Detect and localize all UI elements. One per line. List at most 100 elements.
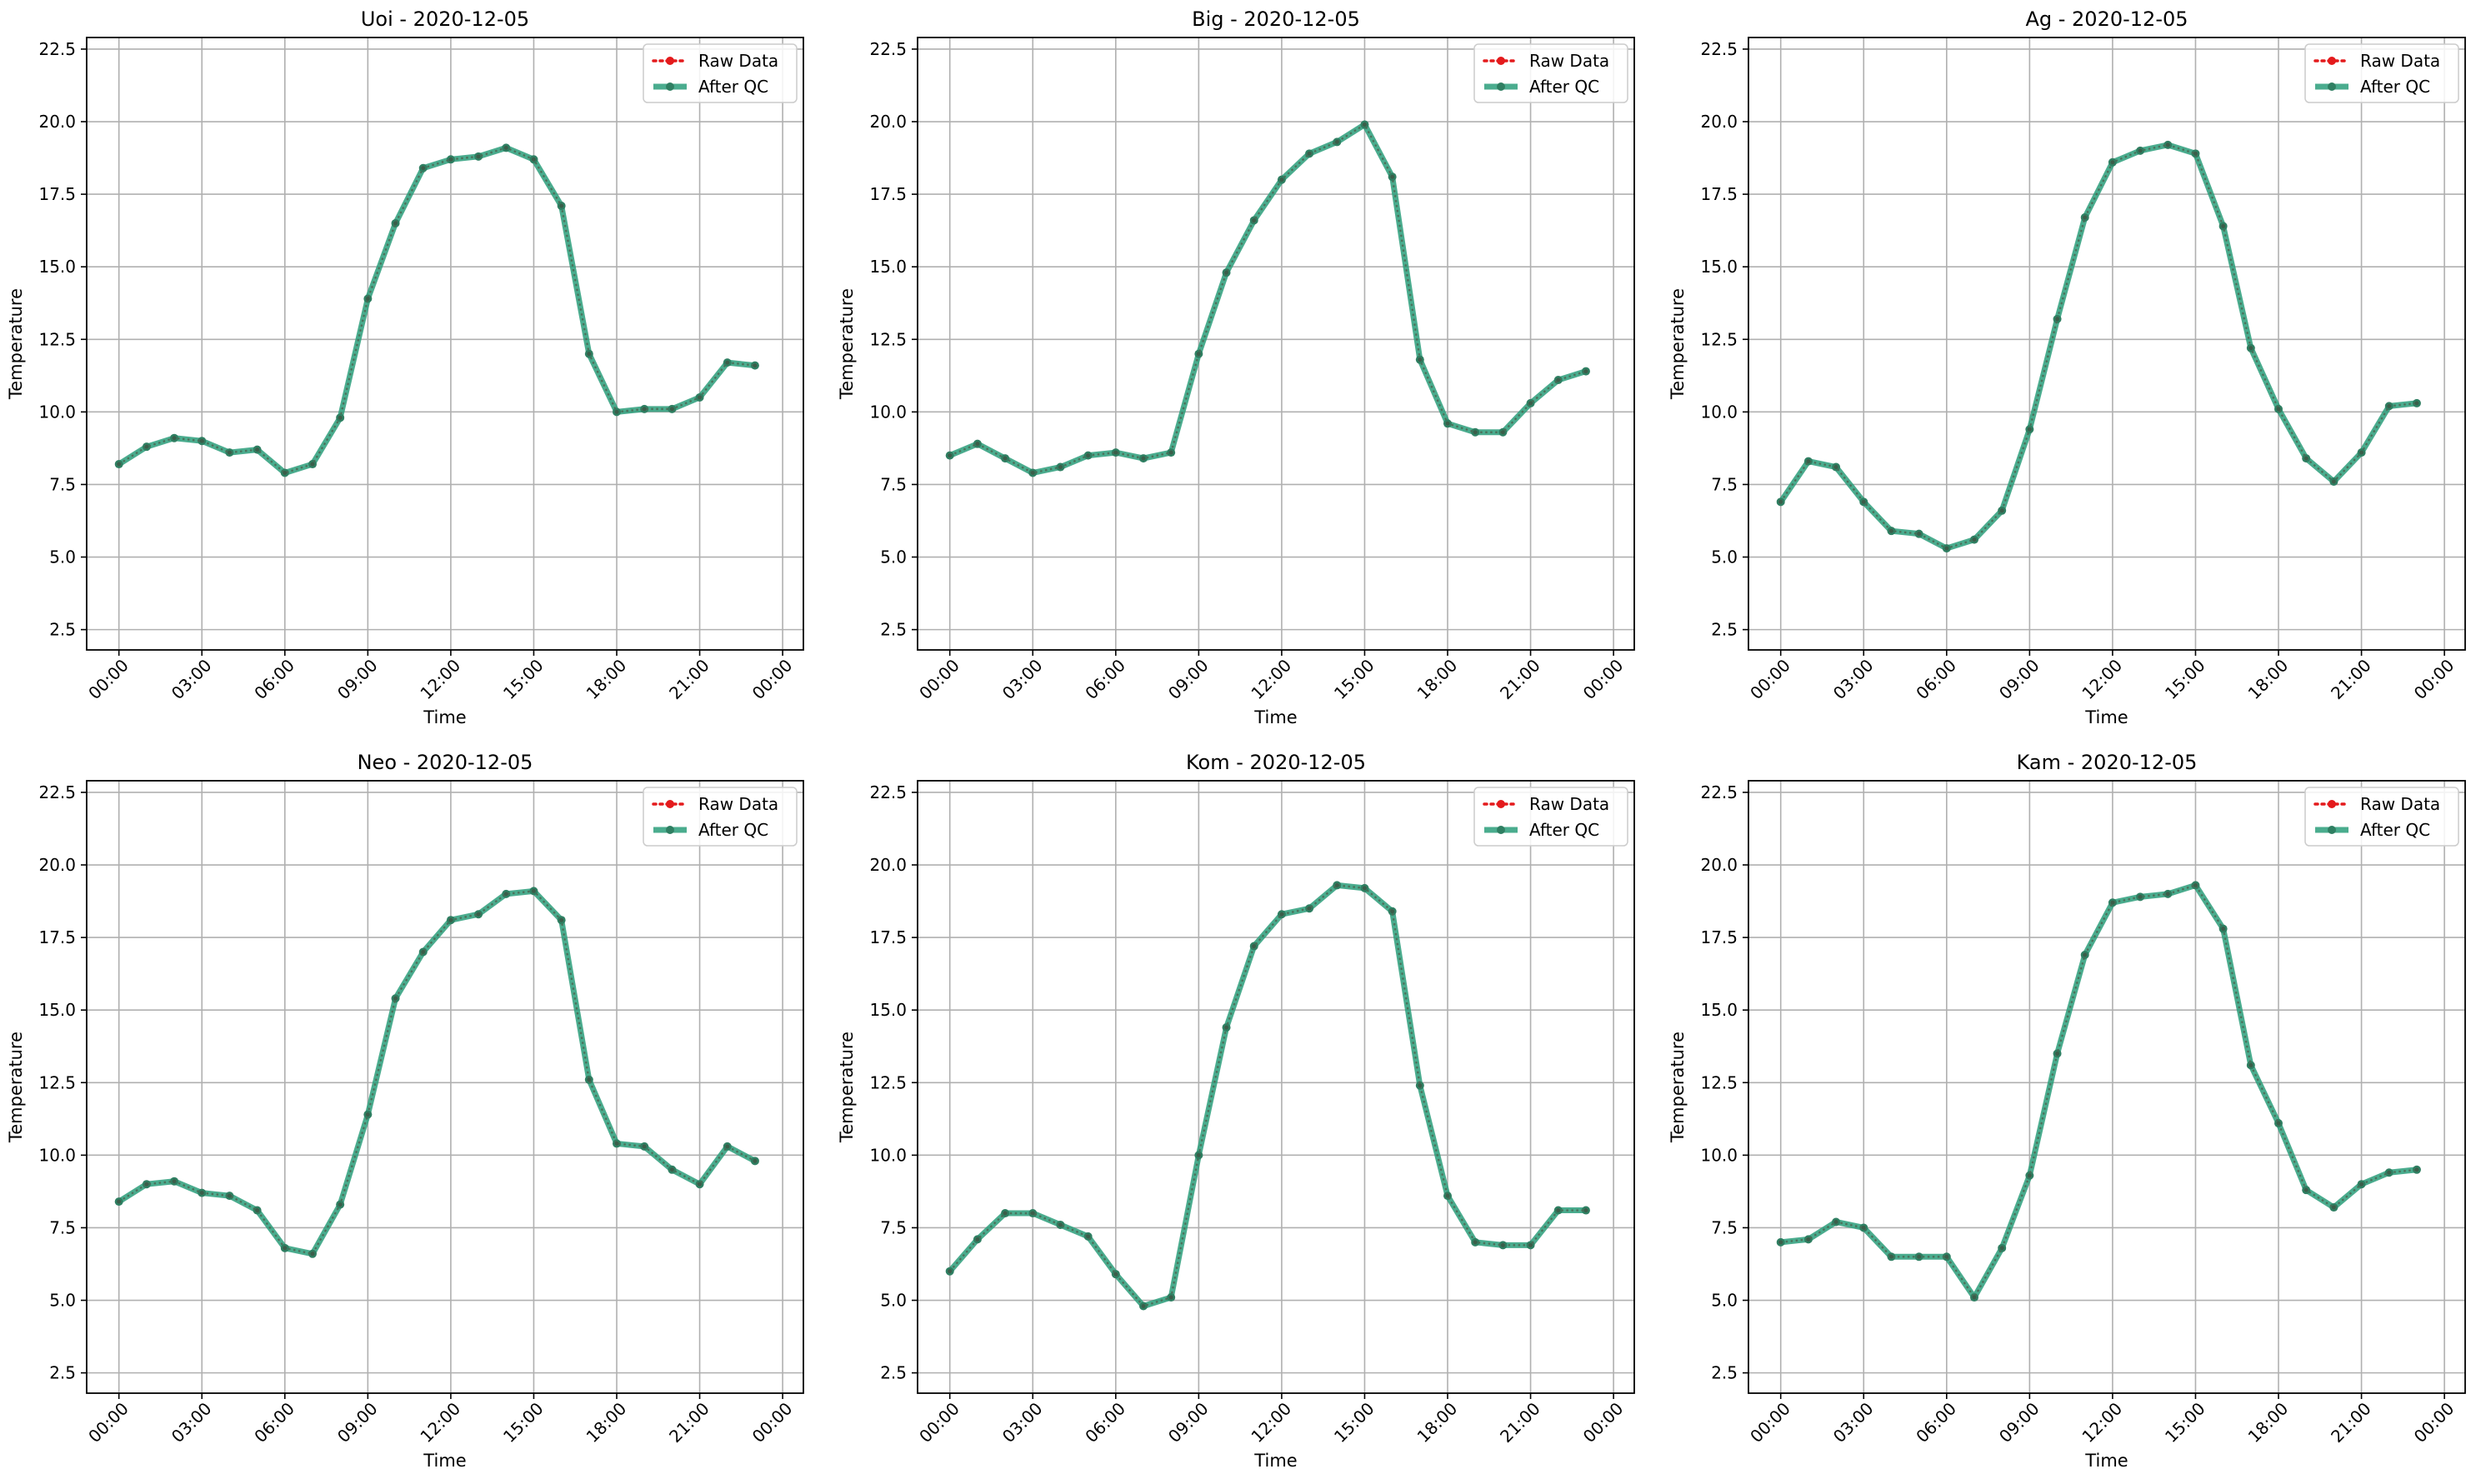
data-point-raw-data: [2110, 160, 2115, 165]
x-tick-label: 21:00: [2327, 1398, 2375, 1447]
data-point-raw-data: [2331, 1205, 2336, 1210]
x-tick-label: 00:00: [915, 655, 963, 703]
y-tick-label: 5.0: [880, 547, 907, 567]
y-tick-label: 22.5: [38, 782, 76, 802]
data-point-raw-data: [227, 450, 232, 455]
series-line-after-qc: [1778, 142, 2420, 552]
legend-label-raw-data: Raw Data: [1529, 794, 1609, 814]
x-tick-label: 09:00: [1995, 655, 2043, 703]
y-tick-label: 20.0: [869, 112, 907, 132]
series-line-raw-data: [949, 122, 1587, 474]
data-point-raw-data: [1168, 1295, 1173, 1300]
series-line-after-qc: [1778, 882, 2420, 1301]
data-point-raw-data: [117, 462, 122, 467]
y-tick-label: 17.5: [38, 184, 76, 204]
data-point-raw-data: [255, 1208, 260, 1213]
data-point-raw-data: [1445, 1193, 1450, 1198]
y-tick-label: 22.5: [1700, 782, 1738, 802]
axes-frame: [917, 37, 1635, 651]
x-tick-label: 00:00: [1579, 1398, 1628, 1447]
data-point-raw-data: [2138, 894, 2143, 899]
data-point-raw-data: [725, 1144, 730, 1149]
data-point-raw-data: [531, 157, 536, 162]
data-point-raw-data: [421, 950, 426, 955]
series-line-after-qc: [947, 122, 1589, 477]
data-point-raw-data: [1003, 1211, 1008, 1216]
data-point-raw-data: [2193, 151, 2198, 156]
x-axis-label: Time: [423, 707, 466, 727]
x-tick-label: 00:00: [1746, 655, 1794, 703]
legend-marker-raw-data: [1497, 800, 1505, 808]
y-tick-label: 5.0: [49, 1291, 76, 1311]
data-point-raw-data: [614, 1141, 619, 1146]
y-tick-label: 2.5: [49, 620, 76, 640]
legend-label-raw-data: Raw Data: [698, 51, 778, 71]
x-tick-label: 03:00: [998, 1398, 1047, 1447]
data-point-raw-data: [503, 145, 508, 150]
legend-marker-raw-data: [1497, 57, 1505, 65]
data-point-raw-data: [2331, 479, 2336, 484]
y-tick-label: 15.0: [38, 1000, 76, 1020]
data-point-raw-data: [614, 409, 619, 414]
x-tick-label: 00:00: [748, 655, 797, 703]
y-tick-label: 15.0: [869, 257, 907, 277]
data-point-raw-data: [172, 436, 177, 441]
legend: Raw Data After QC: [1473, 787, 1628, 847]
subplot-title: Ag - 2020-12-05: [2025, 7, 2188, 31]
y-tick-label: 10.0: [38, 402, 76, 422]
data-point-raw-data: [1888, 1254, 1893, 1259]
y-tick-label: 12.5: [1700, 1072, 1738, 1092]
x-tick-label: 18:00: [1413, 1398, 1462, 1447]
y-tick-label: 12.5: [869, 329, 907, 349]
data-point-raw-data: [2193, 882, 2198, 887]
data-point-raw-data: [1473, 430, 1478, 435]
data-point-raw-data: [199, 438, 204, 443]
y-tick-label: 10.0: [1700, 1145, 1738, 1165]
y-tick-label: 22.5: [1700, 39, 1738, 59]
y-axis-label: Temperature: [1668, 1032, 1688, 1143]
y-tick-label: 5.0: [49, 547, 76, 567]
data-point-raw-data: [144, 444, 149, 449]
x-tick-label: 03:00: [168, 655, 216, 703]
y-tick-label: 17.5: [869, 927, 907, 947]
x-tick-label: 00:00: [84, 655, 133, 703]
data-point-raw-data: [117, 1199, 122, 1204]
y-tick-label: 5.0: [1711, 547, 1738, 567]
data-point-raw-data: [310, 462, 315, 467]
data-point-raw-data: [1778, 1240, 1783, 1245]
y-tick-label: 12.5: [869, 1072, 907, 1092]
data-point-raw-data: [1252, 944, 1257, 949]
x-tick-label: 12:00: [416, 1398, 464, 1447]
x-tick-label: 18:00: [1413, 655, 1462, 703]
series-line-raw-data: [1780, 883, 2418, 1300]
x-tick-label: 15:00: [499, 1398, 548, 1447]
x-axis-label: Time: [1253, 1451, 1297, 1471]
data-point-raw-data: [1583, 369, 1588, 374]
data-point-raw-data: [2083, 215, 2088, 220]
axes-frame: [86, 37, 804, 651]
legend-label-after-qc: After QC: [698, 820, 768, 840]
data-point-raw-data: [2027, 1173, 2032, 1178]
data-point-raw-data: [2083, 952, 2088, 957]
axes-frame: [917, 780, 1635, 1394]
x-tick-label: 00:00: [2410, 1398, 2458, 1447]
data-point-raw-data: [1362, 886, 1367, 891]
x-axis-label: Time: [1253, 707, 1297, 727]
data-point-raw-data: [2359, 450, 2364, 455]
series-line-raw-data: [118, 147, 756, 474]
y-tick-label: 7.5: [1711, 474, 1738, 494]
data-point-raw-data: [1806, 1237, 1811, 1242]
x-tick-label: 18:00: [583, 655, 631, 703]
series-line-raw-data: [948, 884, 1586, 1307]
subplot-title: Kam - 2020-12-05: [2017, 751, 2198, 774]
data-point-raw-data: [2027, 427, 2032, 432]
data-point-raw-data: [476, 154, 481, 159]
data-point-raw-data: [1833, 1219, 1838, 1224]
data-point-raw-data: [255, 447, 260, 452]
y-tick-label: 10.0: [1700, 402, 1738, 422]
legend-marker-after-qc: [666, 82, 674, 91]
y-tick-label: 20.0: [38, 855, 76, 875]
axes-frame: [1748, 37, 2466, 651]
series-line-after-qc: [947, 882, 1589, 1309]
y-tick-label: 15.0: [1700, 1000, 1738, 1020]
